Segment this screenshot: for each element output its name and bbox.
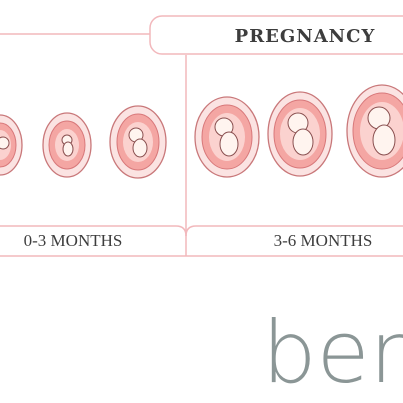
frame xyxy=(0,15,403,257)
embryo xyxy=(42,112,92,178)
stage-label: 0-3 MONTHS xyxy=(24,231,123,250)
stage-label: 3-6 MONTHS xyxy=(274,231,373,250)
logo: ben xyxy=(262,303,403,403)
embryo xyxy=(109,105,167,179)
embryo xyxy=(346,84,403,178)
embryo xyxy=(194,96,260,178)
title: PREGNANCY xyxy=(235,26,376,47)
embryo xyxy=(0,114,23,176)
embryo xyxy=(267,91,333,177)
